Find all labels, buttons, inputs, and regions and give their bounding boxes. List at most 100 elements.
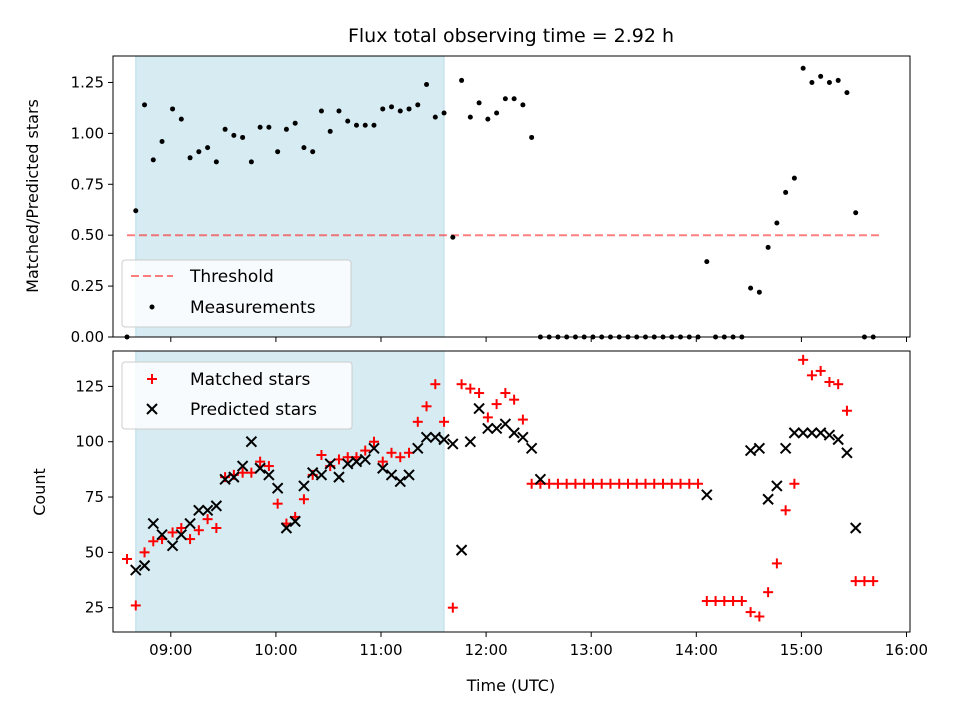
top-panel-y-axis: 0.00 0.25 0.50 0.75 1.00 1.25: [71, 73, 113, 346]
measurement-point: [704, 259, 710, 265]
predicted-star-point: [420, 431, 433, 443]
y-tick-label: 50: [85, 543, 104, 561]
measurement-point: [292, 120, 298, 126]
predicted-star-point: [228, 471, 240, 483]
measurement-point: [765, 244, 771, 250]
bottom-panel-x-axis: 09:00 10:00 11:00 12:00 13:00 14:00 15:00 16:00: [149, 632, 928, 659]
top-panel-frame: [112, 55, 911, 338]
matched-star-point: [552, 478, 563, 489]
predicted-star-point: [490, 422, 503, 435]
top-panel-plot-area: [124, 65, 881, 340]
matched-star-point: [850, 576, 861, 587]
matched-star-point: [298, 494, 309, 505]
predicted-star-point: [534, 473, 547, 486]
predicted-star-point: [289, 515, 301, 528]
predicted-star-point: [762, 493, 774, 505]
matched-star-point: [614, 478, 625, 489]
matched-star-point: [465, 383, 476, 394]
bottom-panel-y-label: Count: [30, 468, 49, 516]
predicted-star-point: [298, 480, 310, 492]
measurement-point: [266, 124, 272, 130]
measurement-point: [283, 126, 289, 132]
predicted-star-point: [438, 433, 450, 446]
measurement-point: [756, 289, 762, 295]
measurement-point: [150, 157, 156, 163]
predicted-legend-label: Predicted stars: [190, 400, 317, 420]
x-tick-label: 15:00: [780, 641, 823, 659]
predicted-legend-swatch: [146, 403, 158, 415]
predicted-star-point: [841, 447, 853, 459]
predicted-star-point: [138, 559, 151, 572]
measurement-point: [415, 102, 421, 108]
predicted-star-point: [517, 431, 529, 443]
threshold-legend-label: Threshold: [189, 267, 274, 287]
measurement-point: [800, 65, 806, 71]
matched-star-point: [701, 596, 712, 607]
bottom-panel-frame: [112, 350, 911, 633]
matched-star-point: [693, 478, 704, 489]
measurement-point: [511, 96, 517, 102]
measurement-point: [222, 126, 228, 132]
matched-legend-marker: [147, 374, 157, 384]
predicted-star-point: [359, 453, 371, 466]
predicted-star-point: [823, 429, 836, 441]
predicted-star-point: [377, 462, 389, 474]
predicted-star-point: [455, 544, 468, 556]
matched-star-point: [482, 412, 493, 423]
measurement-point: [327, 128, 333, 134]
matched-star-point: [130, 600, 141, 611]
matched-star-point: [202, 514, 213, 525]
matched-star-point: [719, 596, 730, 607]
measurement-point: [362, 122, 368, 128]
measurement-point: [520, 102, 526, 108]
measurement-point: [371, 122, 377, 128]
matched-star-point: [395, 452, 406, 463]
matched-star-point: [272, 498, 283, 509]
measurement-point: [459, 77, 465, 83]
predicted-star-point: [385, 469, 398, 481]
predicted-star-point: [779, 442, 792, 455]
matched-star-point: [430, 379, 441, 390]
matched-star-point: [631, 478, 642, 489]
matched-star-point: [412, 416, 423, 427]
predicted-star-point: [482, 422, 494, 435]
y-tick-label: 1.00: [71, 124, 104, 142]
matched-star-point: [421, 401, 432, 412]
predicted-star-point: [147, 517, 159, 530]
predicted-star-point: [508, 427, 520, 439]
predicted-star-point: [849, 522, 862, 534]
matched-star-point: [255, 456, 266, 467]
predicted-star-point: [324, 458, 336, 470]
predicted-star-point: [429, 431, 442, 443]
bottom-panel-y-axis: 25 50 75 100 125: [75, 377, 113, 617]
matched-star-point: [587, 478, 598, 489]
matched-star-point: [211, 523, 222, 534]
measurement-point: [844, 90, 850, 96]
y-tick-label: 0.75: [71, 175, 104, 193]
matched-star-point: [579, 478, 590, 489]
matched-star-point: [491, 399, 502, 410]
predicted-star-point: [315, 469, 328, 481]
measurement-point: [809, 79, 815, 85]
measurement-point: [353, 122, 359, 128]
measurement-point: [529, 134, 535, 140]
matched-star-point: [754, 611, 765, 622]
matched-star-point: [605, 478, 616, 489]
matched-star-point: [360, 445, 371, 456]
predicted-star-point: [403, 469, 415, 481]
matched-star-point: [456, 379, 467, 390]
matched-star-point: [561, 478, 572, 489]
matched-star-point: [771, 558, 782, 569]
matched-star-point: [789, 478, 800, 489]
matched-star-point: [263, 461, 274, 472]
x-tick-label: 14:00: [675, 641, 718, 659]
measurement-point: [818, 73, 824, 79]
matched-star-point: [500, 388, 511, 399]
measurement-point: [345, 118, 351, 124]
matched-star-point: [316, 449, 327, 460]
top-panel-y-label: Matched/Predicted stars: [23, 99, 42, 293]
matched-star-point: [710, 596, 721, 607]
bottom-legend-box: [121, 361, 353, 430]
predicted-star-point: [201, 504, 214, 517]
predicted-star-point: [447, 438, 459, 450]
